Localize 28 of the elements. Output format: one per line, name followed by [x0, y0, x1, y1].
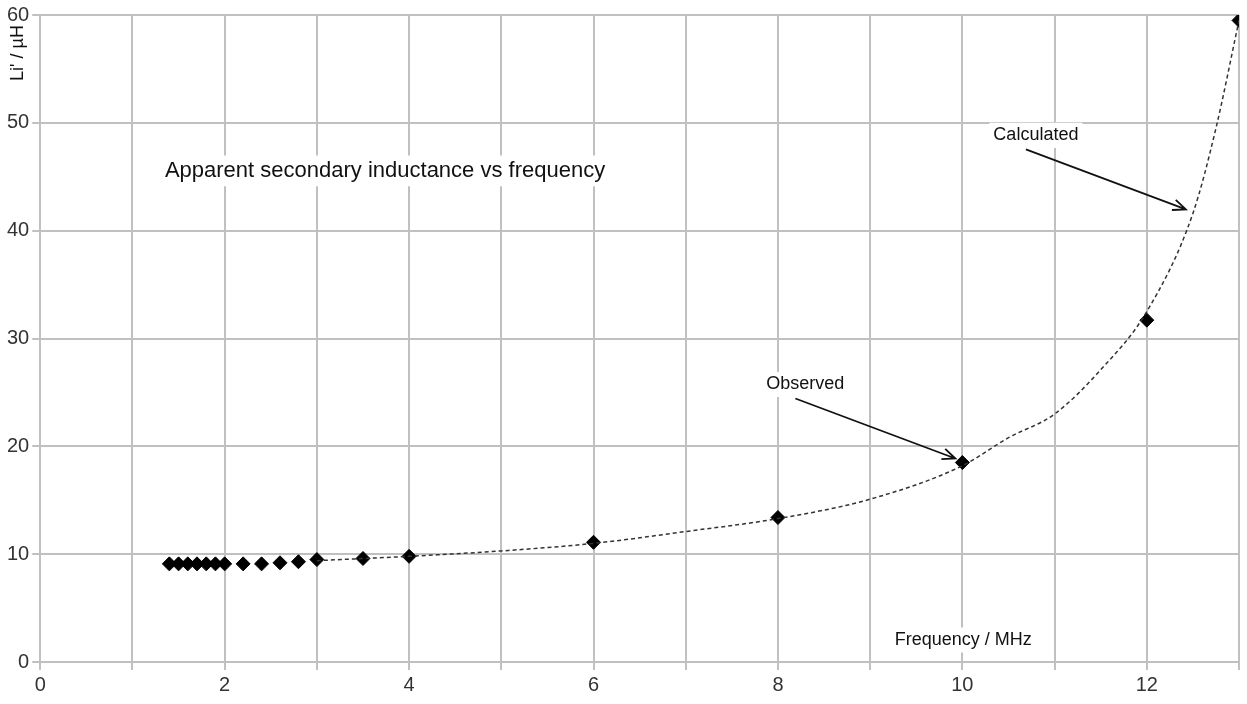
x-axis-title: Frequency / MHz	[894, 628, 1032, 649]
point	[355, 550, 371, 566]
text: Apparent secondary inductance vs frequency	[164, 156, 606, 182]
y-tick-label: 20	[7, 433, 30, 456]
point	[235, 556, 251, 572]
x-tick-label: 4	[403, 672, 415, 695]
annotation: Observed	[766, 373, 845, 394]
point	[254, 556, 270, 572]
point	[770, 510, 786, 525]
y-tick-label: 0	[18, 649, 30, 672]
x-tick-label: 6	[587, 672, 600, 695]
x-tick-label: 10	[951, 672, 974, 695]
x-tick-label: 2	[219, 672, 231, 695]
y-tick-label: 50	[7, 110, 30, 133]
y-tick-label: 60	[7, 2, 30, 25]
x-tick-label: 0	[34, 672, 46, 695]
y-axis-title: Li' / µH	[7, 25, 28, 81]
annotation: Calculated	[993, 124, 1079, 145]
point	[1139, 312, 1155, 328]
y-tick-label: 40	[7, 218, 30, 241]
point	[272, 555, 288, 571]
point	[309, 552, 325, 568]
x-tick-label: 8	[772, 672, 784, 695]
y-tick-label: 10	[7, 541, 30, 564]
y-tick-label: 30	[7, 326, 30, 349]
point	[290, 554, 306, 570]
point	[401, 548, 417, 564]
x-tick-label: 12	[1135, 672, 1158, 695]
